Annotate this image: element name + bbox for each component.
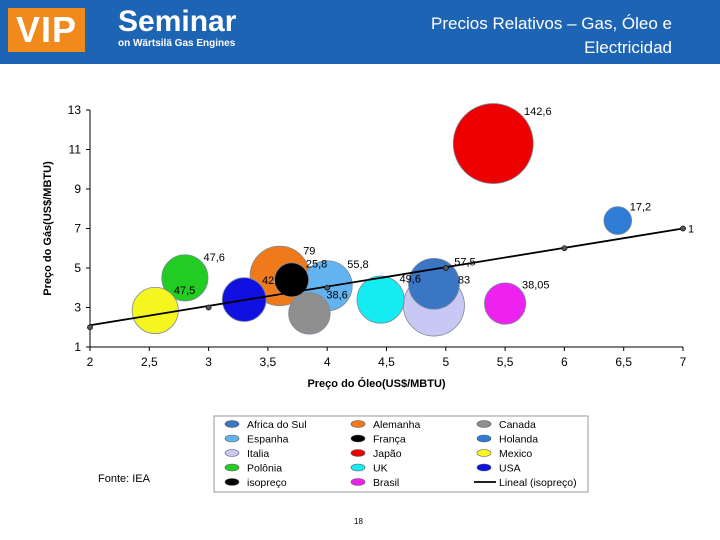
bubble-jap-o [452,103,534,184]
legend-label-pol-nia: Polônia [247,463,282,475]
x-tick-label: 5 [442,355,449,369]
legend-label-holanda: Holanda [499,434,538,446]
y-tick-label: 3 [74,301,81,315]
x-tick-label: 6 [561,355,568,369]
isoprice-point [87,324,93,331]
bubble-brasil [484,282,527,325]
bubble-canada [288,292,331,335]
x-tick-label: 2,5 [141,355,158,369]
y-tick-label: 7 [74,222,81,236]
legend-swatch-africa-do-sul [224,420,240,428]
legend-swatch-fran-a [350,434,366,443]
x-tick-label: 2 [87,355,94,369]
x-axis-title: Preço do Óleo(US$/MBTU) [307,377,445,390]
legend-swatch-alemanha [350,420,366,428]
logo-subtitle: on Wärtsilä Gas Engines [118,38,236,49]
isoprice-point [324,284,331,291]
bubble-mexico [131,286,179,334]
legend-label-jap-o: Japão [373,448,402,460]
legend-swatch-mexico [476,449,492,457]
x-tick-label: 6,5 [615,355,632,369]
legend-swatch-italia [224,449,240,457]
header-bar: VIP Seminar on Wärtsilä Gas Engines Prec… [0,0,720,64]
isoprice-point [561,245,568,252]
bubble-label-espanha: 55,8 [347,259,368,271]
chart-legend: Africa do Sul Alemanha Canada Espanha França… [213,415,589,493]
bubble-fran-a [274,262,310,298]
logo-seminar: Seminar [118,5,237,38]
legend-swatch-holanda [476,434,492,443]
legend-swatch-uk [350,463,366,472]
bubble-label-brasil: 38,05 [522,280,550,292]
x-tick-label: 4,5 [378,355,395,369]
isoprice-point [442,265,449,271]
x-tick-label: 3 [205,355,212,369]
legend-label-fran-a: França [373,434,406,446]
legend-swatch-jap-o [350,449,366,457]
legend-swatch-canada [476,420,492,428]
bubble-pol-nia [161,254,209,302]
bubble-label-pol-nia: 47,6 [204,252,225,264]
bubble-uk [356,275,405,324]
bubble-label-italia: 83 [458,275,470,287]
y-tick-label: 5 [74,261,81,275]
legend-label-usa: USA [499,463,521,475]
legend-swatch-isopre-o [224,478,240,486]
bubble-label-fran-a: 25,8 [306,259,327,271]
isoprice-label: 1 [688,224,694,236]
legend-swatch-usa [476,463,492,472]
legend-swatch-espanha [224,434,240,443]
legend-label-canada: Canada [499,419,536,431]
bubble-label-canada: 38,6 [326,289,347,301]
legend-label-italia: Italia [247,448,269,460]
source-note: Fonte: IEA [98,473,150,485]
y-tick-label: 9 [74,182,81,196]
y-tick-label: 1 [74,340,81,354]
legend-label-lineal-isopre-o-: Lineal (isopreço) [499,477,577,489]
y-tick-label: 13 [68,103,82,117]
legend-label-alemanha: Alemanha [373,419,420,431]
bubble-label-jap-o: 142,6 [524,106,552,118]
bubble-label-uk: 49,6 [400,274,421,286]
bubble-holanda [603,206,633,235]
x-tick-label: 5,5 [497,355,514,369]
bubble-label-mexico: 47,5 [174,285,195,297]
bubble-label-holanda: 17,2 [630,202,651,214]
logo-vip: VIP [8,8,86,52]
isoprice-point [205,304,212,311]
legend-label-isopre-o: isopreço [247,477,287,489]
legend-label-africa-do-sul: Africa do Sul [247,419,307,431]
legend-swatch-brasil [350,478,366,486]
chart-bubbles: 57,57938,655,825,817,283142,647,547,649,… [87,103,694,337]
x-tick-label: 7 [680,355,687,369]
y-axis-title: Preço do Gás(US$/MBTU) [42,161,54,296]
legend-label-brasil: Brasil [373,477,399,489]
legend-label-uk: UK [373,463,388,475]
bubble-label-alemanha: 79 [303,245,315,257]
legend-label-mexico: Mexico [499,448,532,460]
trendline [89,227,684,327]
legend-box [213,415,589,493]
isoprice-point [680,225,686,232]
slide-title: Precios Relativos – Gas, Óleo e Electric… [431,14,672,57]
y-tick-label: 11 [69,143,82,157]
bubble-label-usa: 42,7 [262,275,283,287]
page-number: 18 [354,517,363,526]
x-tick-label: 4 [324,355,331,369]
legend-swatch-pol-nia [224,463,240,472]
legend-label-espanha: Espanha [247,434,289,446]
x-tick-label: 3,5 [260,355,277,369]
